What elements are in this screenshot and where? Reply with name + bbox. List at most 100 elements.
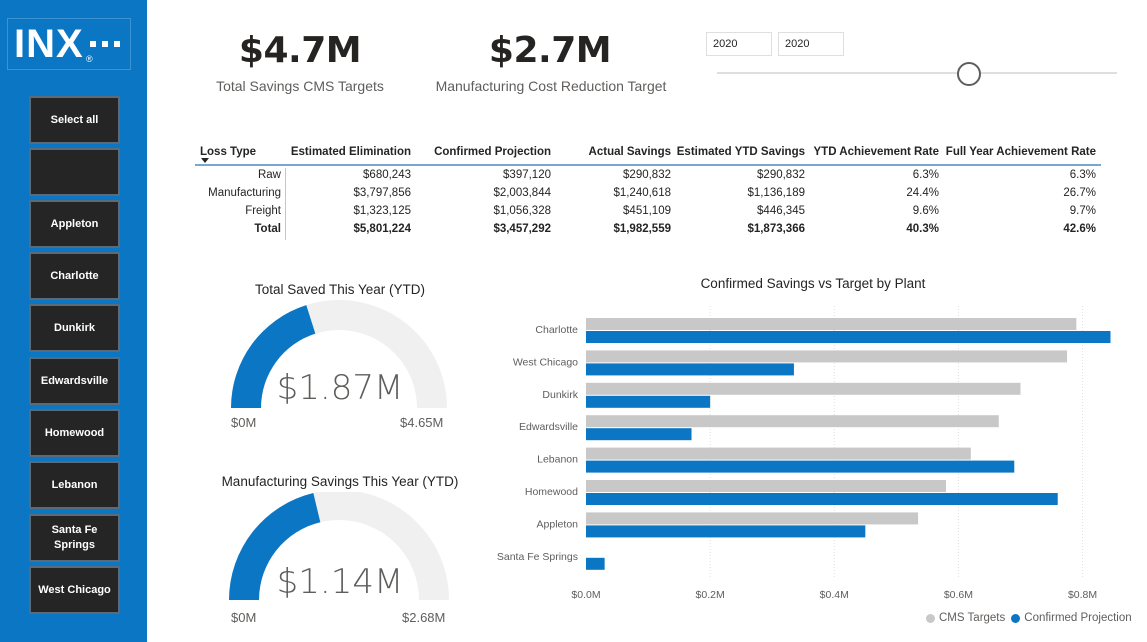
gauge-total-saved-max: $4.65M bbox=[400, 415, 444, 430]
cell-loss-type: Freight bbox=[245, 205, 281, 217]
table-body: Raw $680,243 $397,120 $290,832 $290,832 6.3% 6… bbox=[195, 166, 1101, 238]
bar-confirmed-projection[interactable] bbox=[586, 525, 866, 538]
table-header: Loss Type Estimated Elimination Confirme… bbox=[195, 144, 1101, 166]
header-estimated-ytd-savings[interactable]: Estimated YTD Savings bbox=[676, 146, 805, 158]
year-to-input[interactable]: 2020 bbox=[778, 32, 844, 56]
cell-confirmed-projection: $397,120 bbox=[503, 169, 551, 181]
cell-actual-savings: $290,832 bbox=[623, 169, 671, 181]
header-estimated-elimination[interactable]: Estimated Elimination bbox=[290, 146, 411, 158]
bar-cms-targets[interactable] bbox=[586, 318, 1077, 330]
x-tick-label: $0.6M bbox=[944, 589, 973, 601]
kpi-total-savings-value: $4.7M bbox=[238, 30, 362, 71]
plant-blank-button[interactable] bbox=[29, 148, 120, 196]
chart-legend: CMS Targets Confirmed Projection bbox=[926, 612, 1132, 624]
plant-homewood-button[interactable]: Homewood bbox=[29, 409, 120, 457]
cell-loss-type: Manufacturing bbox=[208, 187, 281, 199]
bar-cms-targets[interactable] bbox=[586, 350, 1068, 363]
gauge-total-saved-title: Total Saved This Year (YTD) bbox=[254, 282, 426, 297]
header-confirmed-projection[interactable]: Confirmed Projection bbox=[434, 146, 551, 158]
bar-confirmed-projection[interactable] bbox=[586, 428, 692, 441]
bar-cms-targets[interactable] bbox=[586, 512, 919, 525]
bar-confirmed-projection[interactable] bbox=[586, 460, 1015, 473]
bar-confirmed-projection[interactable] bbox=[586, 331, 1111, 343]
cell-full-year-achievement-rate: 6.3% bbox=[1069, 169, 1096, 181]
y-category-label: Lebanon bbox=[537, 454, 578, 466]
gauge-total-saved-value: $1.87M bbox=[276, 368, 404, 408]
bar-cms-targets[interactable] bbox=[586, 415, 999, 428]
bar-confirmed-projection[interactable] bbox=[586, 363, 794, 376]
x-tick-label: $0.8M bbox=[1068, 589, 1097, 601]
cell-confirmed-projection: $2,003,844 bbox=[493, 187, 551, 199]
cell-confirmed-projection: $1,056,328 bbox=[493, 205, 551, 217]
cell-full-year-achievement-rate: 9.7% bbox=[1069, 205, 1096, 217]
header-full-year-achievement-rate[interactable]: Full Year Achievement Rate bbox=[945, 146, 1096, 158]
bar-cms-targets[interactable] bbox=[586, 480, 946, 492]
gauge-manufacturing-savings-min: $0M bbox=[231, 610, 257, 625]
cell-loss-type: Total bbox=[254, 223, 281, 235]
table-row: Total $5,801,224 $3,457,292 $1,982,559 $1,87… bbox=[195, 220, 1101, 238]
plant-charlotte-button[interactable]: Charlotte bbox=[29, 252, 120, 300]
gauge-manufacturing-savings-value: $1.14M bbox=[276, 562, 404, 602]
legend-cms-targets-label[interactable]: CMS Targets bbox=[939, 612, 1006, 624]
sort-down-icon[interactable] bbox=[201, 158, 209, 163]
gauge-fill bbox=[229, 493, 321, 600]
kpi-total-savings-label: Total Savings CMS Targets bbox=[216, 78, 384, 94]
gauge-manufacturing-savings-max: $2.68M bbox=[402, 610, 446, 625]
plant-select-all-button[interactable]: Select all bbox=[29, 96, 120, 144]
cell-loss-type: Raw bbox=[257, 169, 281, 181]
y-category-label: Appleton bbox=[537, 518, 579, 530]
year-from-input[interactable]: 2020 bbox=[706, 32, 772, 56]
header-actual-savings[interactable]: Actual Savings bbox=[588, 146, 671, 158]
bar-cms-targets[interactable] bbox=[586, 447, 971, 460]
legend-confirmed-projection-label[interactable]: Confirmed Projection bbox=[1024, 612, 1132, 624]
cell-estimated-ytd-savings: $1,136,189 bbox=[747, 187, 805, 199]
cell-estimated-elimination: $5,801,224 bbox=[353, 223, 411, 235]
header-ytd-achievement-rate[interactable]: YTD Achievement Rate bbox=[813, 146, 939, 158]
cell-ytd-achievement-rate: 6.3% bbox=[912, 169, 939, 181]
registered-mark: ® bbox=[86, 54, 93, 64]
plant-santa-fe-springs-button[interactable]: Santa Fe Springs bbox=[29, 514, 120, 562]
header-loss-type[interactable]: Loss Type bbox=[200, 146, 257, 158]
savings-by-plant-chart: $0.0M $0.2M $0.4M $0.6M $0.8M Charlotte West C… bbox=[497, 306, 1111, 601]
legend-cms-targets-swatch bbox=[926, 613, 935, 623]
sidebar: INX ® Select all Appleton Charlotte Dunk… bbox=[0, 0, 147, 642]
cell-estimated-elimination: $3,797,856 bbox=[353, 187, 411, 199]
cell-actual-savings: $451,109 bbox=[623, 205, 671, 217]
y-category-label: West Chicago bbox=[513, 356, 578, 368]
x-tick-label: $0.2M bbox=[696, 589, 725, 601]
y-category-label: Charlotte bbox=[535, 324, 578, 336]
bar-confirmed-projection[interactable] bbox=[586, 395, 711, 408]
plant-lebanon-button[interactable]: Lebanon bbox=[29, 461, 120, 509]
y-category-label: Edwardsville bbox=[519, 421, 578, 433]
plant-edwardsville-button[interactable]: Edwardsville bbox=[29, 357, 120, 405]
year-slider-track[interactable] bbox=[717, 72, 1117, 74]
cell-ytd-achievement-rate: 24.4% bbox=[906, 187, 939, 199]
bar-confirmed-projection[interactable] bbox=[586, 557, 605, 570]
cell-estimated-elimination: $680,243 bbox=[363, 169, 411, 181]
cell-actual-savings: $1,240,618 bbox=[613, 187, 671, 199]
cell-estimated-ytd-savings: $290,832 bbox=[757, 169, 805, 181]
cell-estimated-ytd-savings: $446,345 bbox=[757, 205, 805, 217]
gauge-manufacturing-savings bbox=[229, 492, 449, 600]
gauge-fill bbox=[231, 305, 316, 408]
y-category-label: Santa Fe Springs bbox=[497, 551, 578, 563]
gauge-total-saved-min: $0M bbox=[231, 415, 257, 430]
cell-full-year-achievement-rate: 26.7% bbox=[1063, 187, 1096, 199]
table-row: Freight $1,323,125 $1,056,328 $451,109 $446,… bbox=[195, 202, 1101, 220]
plant-appleton-button[interactable]: Appleton bbox=[29, 200, 120, 248]
x-tick-label: $0.4M bbox=[820, 589, 849, 601]
bar-cms-targets[interactable] bbox=[586, 382, 1021, 395]
table-row: Raw $680,243 $397,120 $290,832 $290,832 6.3% 6… bbox=[195, 166, 1101, 184]
kpi-manufacturing-target-value: $2.7M bbox=[488, 30, 612, 71]
company-logo: INX ® bbox=[7, 18, 131, 70]
kpi-manufacturing-target-label: Manufacturing Cost Reduction Target bbox=[435, 78, 667, 94]
cell-ytd-achievement-rate: 9.6% bbox=[912, 205, 939, 217]
plant-dunkirk-button[interactable]: Dunkirk bbox=[29, 304, 120, 352]
cell-confirmed-projection: $3,457,292 bbox=[493, 223, 551, 235]
year-slider-handle[interactable] bbox=[957, 62, 981, 86]
gauge-manufacturing-savings-title: Manufacturing Savings This Year (YTD) bbox=[221, 474, 459, 489]
plant-west-chicago-button[interactable]: West Chicago bbox=[29, 566, 120, 614]
x-tick-label: $0.0M bbox=[571, 589, 600, 601]
bar-confirmed-projection[interactable] bbox=[586, 493, 1058, 505]
